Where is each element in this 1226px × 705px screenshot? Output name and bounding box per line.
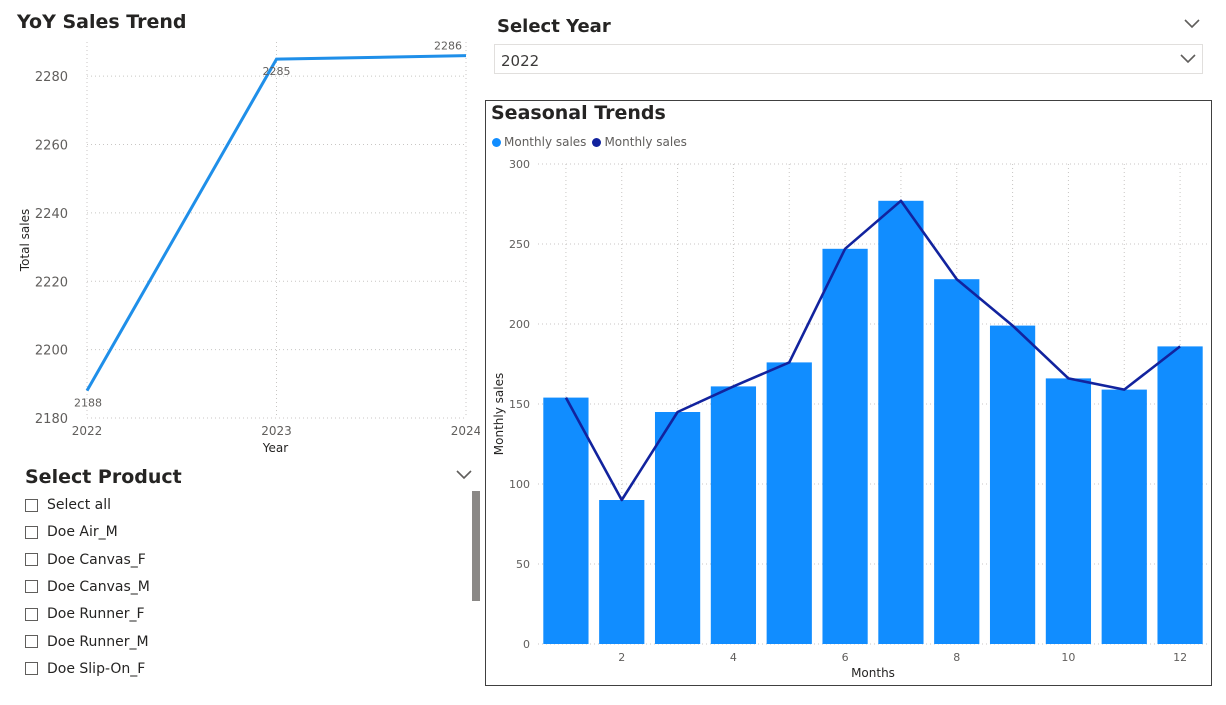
year-dropdown-value: 2022 xyxy=(501,52,540,70)
seasonal-bar[interactable] xyxy=(934,279,980,644)
seasonal-bar[interactable] xyxy=(989,325,1036,644)
checkbox[interactable] xyxy=(25,498,38,512)
checkbox[interactable] xyxy=(25,553,38,567)
seasonal-y-tick: 50 xyxy=(516,558,530,571)
product-list-scrollbar[interactable] xyxy=(472,491,480,601)
seasonal-bar[interactable] xyxy=(766,362,812,644)
product-option-label: Doe Canvas_F xyxy=(47,551,146,568)
yoy-chart-title: YoY Sales Trend xyxy=(17,11,187,33)
checkbox[interactable] xyxy=(25,635,38,648)
product-option-label: Doe Canvas_M xyxy=(47,578,150,595)
year-dropdown[interactable]: 2022 xyxy=(494,44,1203,74)
yoy-data-label: 2285 xyxy=(263,65,291,78)
seasonal-bar[interactable] xyxy=(1045,378,1092,644)
seasonal-y-tick: 300 xyxy=(509,158,530,171)
select-all-option[interactable]: Select all xyxy=(25,494,111,516)
yoy-y-tick: 2240 xyxy=(35,207,68,222)
checkbox[interactable] xyxy=(25,607,38,621)
yoy-series-line xyxy=(85,54,467,392)
seasonal-x-tick: 12 xyxy=(1173,651,1187,664)
seasonal-series-line xyxy=(564,199,1181,502)
seasonal-y-tick: 150 xyxy=(509,398,530,411)
product-option[interactable]: Doe Runner_F xyxy=(25,603,145,625)
product-option-label: Doe Air_M xyxy=(47,524,118,541)
product-option-label: Select all xyxy=(47,497,111,513)
seasonal-x-axis-title: Months xyxy=(851,666,895,680)
yoy-x-tick: 2024 xyxy=(451,424,480,438)
seasonal-visual-frame xyxy=(485,100,1212,686)
yoy-y-tick: 2260 xyxy=(35,139,68,154)
yoy-data-label: 2188 xyxy=(74,397,102,410)
seasonal-bar[interactable] xyxy=(878,200,924,645)
seasonal-x-tick: 8 xyxy=(953,651,960,664)
legend-marker-line xyxy=(592,137,602,147)
product-option-label: Doe Runner_M xyxy=(47,633,149,650)
product-option-label: Doe Slip-On_F xyxy=(47,660,146,677)
seasonal-y-axis-title: Monthly sales xyxy=(492,373,506,455)
seasonal-bar[interactable] xyxy=(1101,389,1147,644)
product-option[interactable]: Doe Canvas_M xyxy=(25,576,150,598)
product-option-label: Doe Runner_F xyxy=(47,606,145,623)
chevron-down-icon[interactable] xyxy=(455,469,473,481)
seasonal-bar[interactable] xyxy=(543,397,589,644)
chevron-down-icon[interactable] xyxy=(1183,18,1201,30)
yoy-data-label: 2286 xyxy=(434,40,462,53)
checkbox[interactable] xyxy=(25,662,38,676)
seasonal-bar[interactable] xyxy=(1157,346,1203,644)
seasonal-combo-chart: 0 50 100 150 200 250 300 2 4 6 8 10 12 Months Monthly … xyxy=(492,158,1208,680)
product-option[interactable]: Doe Slip-On_F xyxy=(25,658,145,680)
yoy-y-tick: 2200 xyxy=(35,344,68,359)
seasonal-y-tick: 100 xyxy=(509,478,530,491)
yoy-x-axis-title: Year xyxy=(262,441,288,455)
product-option[interactable]: Doe Canvas_F xyxy=(25,549,146,571)
checkbox[interactable] xyxy=(25,580,38,594)
seasonal-x-tick: 6 xyxy=(842,651,849,664)
year-slicer-title: Select Year xyxy=(497,16,611,37)
yoy-y-tick: 2280 xyxy=(35,70,68,85)
legend-label-bar: Monthly sales xyxy=(504,135,587,149)
yoy-y-tick: 2220 xyxy=(35,275,68,290)
seasonal-chart-title: Seasonal Trends xyxy=(491,102,666,124)
seasonal-y-tick: 0 xyxy=(523,638,530,651)
legend-marker-bar xyxy=(492,137,501,147)
yoy-x-tick: 2022 xyxy=(72,424,103,438)
yoy-y-axis-title: Total sales xyxy=(18,209,32,272)
seasonal-bar[interactable] xyxy=(599,500,645,644)
seasonal-y-tick: 250 xyxy=(509,238,530,251)
product-option[interactable]: Doe Air_M xyxy=(25,521,118,543)
seasonal-bar[interactable] xyxy=(654,412,701,644)
seasonal-x-tick: 4 xyxy=(730,651,737,664)
seasonal-y-tick: 200 xyxy=(509,318,530,331)
yoy-line-chart: 2180 2200 2220 2240 2260 2280 2022 2023 2024 Year… xyxy=(18,40,480,455)
yoy-x-tick: 2023 xyxy=(261,424,292,438)
seasonal-x-tick: 2 xyxy=(618,651,625,664)
checkbox[interactable] xyxy=(25,525,38,539)
seasonal-bar[interactable] xyxy=(822,248,868,645)
chevron-down-icon[interactable] xyxy=(1179,53,1197,65)
seasonal-bar[interactable] xyxy=(710,386,757,644)
legend-label-line: Monthly sales xyxy=(604,135,687,149)
seasonal-legend: Monthly sales Monthly sales xyxy=(492,135,687,149)
seasonal-x-tick: 10 xyxy=(1061,651,1075,664)
yoy-y-tick: 2180 xyxy=(35,412,68,427)
product-option[interactable]: Doe Runner_M xyxy=(25,631,149,653)
product-slicer-title: Select Product xyxy=(25,466,182,488)
